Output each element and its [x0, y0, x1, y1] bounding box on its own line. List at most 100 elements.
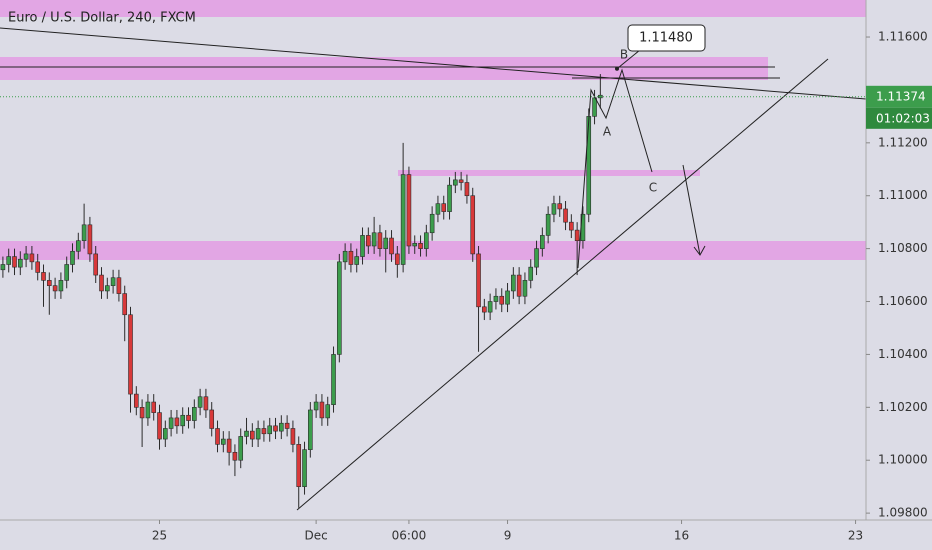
candle-body	[41, 272, 46, 281]
candle-body	[122, 293, 128, 316]
candle-body	[487, 301, 493, 313]
candle-body	[163, 428, 168, 440]
candle-body	[261, 428, 267, 435]
candle-body	[232, 451, 238, 461]
candle-body	[435, 203, 441, 215]
candle-body	[279, 422, 284, 432]
x-tick-label: 9	[504, 529, 512, 543]
candle-body	[302, 449, 307, 487]
candle-body	[540, 235, 545, 249]
y-tick-label: 1.10200	[878, 400, 928, 414]
candle-body	[406, 174, 412, 247]
candle-body	[244, 430, 249, 437]
candle-body	[267, 425, 273, 435]
candle-body	[545, 213, 551, 236]
drawings	[0, 27, 867, 511]
candle-body	[389, 237, 394, 255]
candle-body	[563, 208, 568, 223]
candle-body	[99, 274, 104, 292]
x-tick-label: 16	[674, 529, 689, 543]
y-tick-label: 1.10400	[878, 347, 928, 361]
x-tick-label: 06:00	[392, 529, 427, 543]
candle-body	[110, 277, 116, 286]
candle-body	[574, 229, 580, 241]
candle-body	[168, 417, 174, 429]
support-line	[296, 58, 829, 511]
candle-body	[371, 232, 377, 247]
candle-body	[81, 224, 87, 241]
candle-body	[569, 221, 574, 231]
wave-path	[577, 68, 653, 269]
candle-body	[209, 409, 215, 429]
candle-body	[238, 436, 244, 461]
candle-body	[354, 256, 360, 265]
candle-body	[342, 250, 348, 263]
candle-body	[145, 401, 151, 419]
candle-body	[76, 240, 81, 252]
y-tick-label: 1.11600	[878, 30, 928, 44]
candle-body	[505, 290, 510, 305]
candle-body	[383, 237, 389, 249]
candle-body	[226, 438, 232, 453]
callout-label: 1.11480	[639, 31, 693, 46]
x-tick-label: 23	[848, 529, 863, 543]
candle-body	[424, 232, 429, 249]
wave-label: B	[620, 48, 628, 62]
candle-body	[453, 179, 458, 186]
candle-body	[447, 184, 452, 212]
chart-title: Euro / U.S. Dollar, 240, FXCM	[8, 11, 196, 26]
countdown-box	[866, 107, 932, 129]
y-tick-label: 1.10000	[878, 453, 928, 467]
candle-body	[0, 264, 6, 271]
candle-body	[128, 314, 133, 395]
candle-body	[366, 235, 371, 247]
candle-body	[586, 116, 592, 215]
candle-body	[331, 354, 336, 405]
candle-body	[551, 203, 557, 215]
x-tick-label: 25	[152, 529, 167, 543]
candle-body	[47, 280, 52, 286]
candle-body	[192, 407, 197, 421]
candle-body	[35, 261, 41, 273]
candle-body	[151, 401, 157, 413]
candle-body	[180, 414, 186, 427]
arrow-head	[693, 245, 706, 256]
candle-body	[134, 393, 139, 408]
wave-label: C	[649, 181, 657, 195]
candle-body	[348, 250, 354, 265]
candle-body	[395, 253, 400, 265]
candle-body	[308, 409, 313, 450]
candle-body	[197, 396, 203, 408]
candle-body	[58, 280, 64, 292]
candle-body	[319, 401, 325, 419]
candle-body	[470, 195, 476, 255]
callout-box	[627, 24, 706, 52]
candle-body	[296, 444, 302, 487]
last-price-label: 1.11374	[876, 89, 926, 103]
zone	[0, 57, 768, 80]
candle-body	[400, 174, 406, 265]
candle-body	[52, 285, 58, 292]
candle-body	[592, 97, 597, 117]
candle-body	[116, 277, 122, 294]
candle-body	[476, 253, 481, 308]
candle-body	[29, 253, 35, 263]
zone	[0, 0, 866, 17]
candle-body	[284, 422, 290, 429]
candle-body	[337, 261, 342, 355]
candle-body	[511, 274, 516, 292]
candle-body	[534, 248, 539, 268]
candle-body	[290, 428, 296, 445]
candle-body	[64, 264, 70, 281]
y-tick-label: 1.10800	[878, 241, 928, 255]
callout-point	[615, 66, 619, 71]
zone	[398, 170, 700, 176]
candle-body	[464, 182, 470, 197]
callout-pointer	[616, 49, 641, 70]
candle-body	[418, 243, 423, 249]
candle-body	[139, 407, 145, 419]
candle-body	[273, 425, 278, 432]
